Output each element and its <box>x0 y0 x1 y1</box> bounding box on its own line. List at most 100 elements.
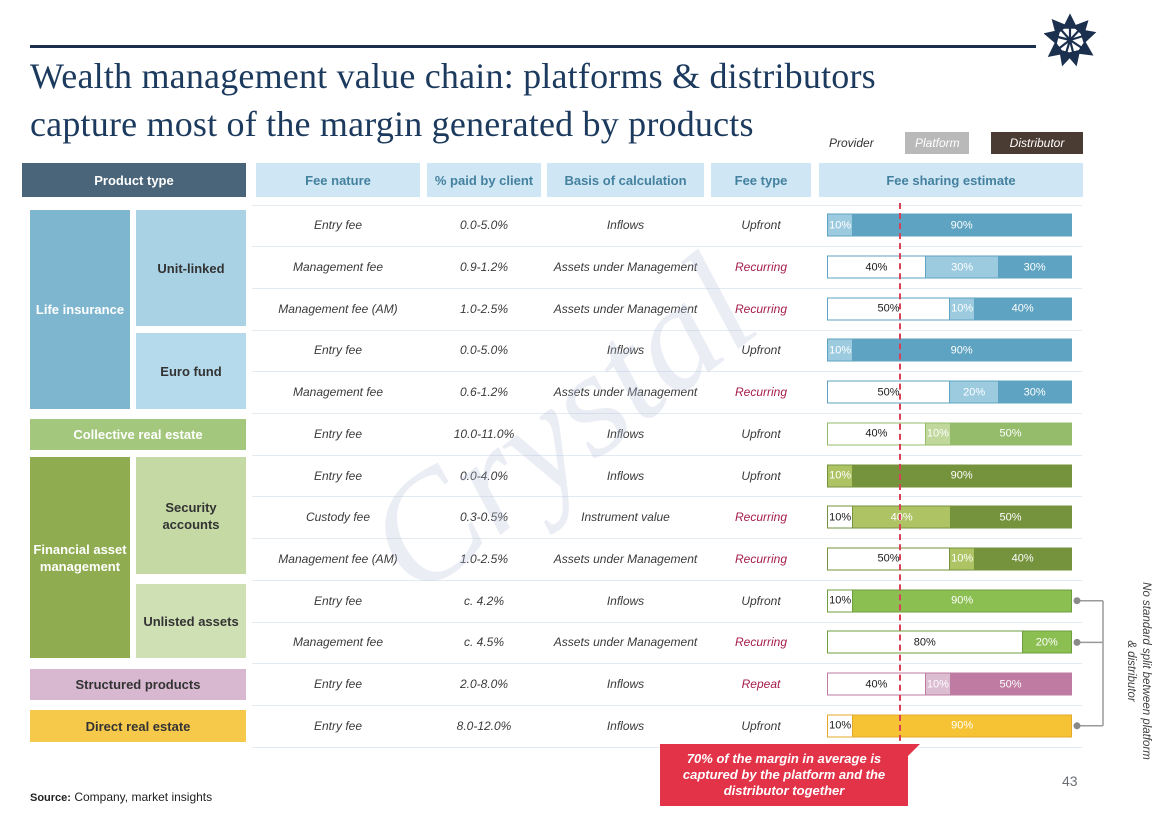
product-subgroup-security-accounts: Security accounts <box>136 457 246 574</box>
pct-paid-cell: c. 4.5% <box>463 635 505 650</box>
bar-segment-platform: 10% <box>828 465 853 487</box>
legend-provider: Provider <box>819 132 884 154</box>
product-subgroup-euro-fund: Euro fund <box>136 333 246 409</box>
connector-dot <box>1073 722 1081 730</box>
product-group-structured-products: Structured products <box>30 669 246 700</box>
fee-nature-cell: Entry fee <box>313 343 363 358</box>
product-subgroup-unit-linked: Unit-linked <box>136 210 246 326</box>
bar-segment-platform: 10% <box>828 214 853 236</box>
bar-segment-provider: 10% <box>828 590 854 612</box>
bar-segment-platform-distributor: 20% <box>1022 631 1071 653</box>
arrows-star-logo <box>1044 13 1097 67</box>
pct-paid-cell: 0.9-1.2% <box>459 260 509 275</box>
row-separator <box>252 663 1082 665</box>
basis-of-calculation-cell: Assets under Management <box>553 385 698 400</box>
basis-of-calculation-cell: Inflows <box>606 218 645 233</box>
fee-type-cell: Recurring <box>734 635 788 650</box>
bar-segment-platform: 20% <box>950 381 999 403</box>
page-title: Wealth management value chain: platforms… <box>30 52 876 148</box>
bar-segment-platform-distributor: 90% <box>853 715 1071 737</box>
fee-sharing-bar: 40% 30% 30% <box>827 255 1072 279</box>
bar-segment-platform: 10% <box>950 298 975 320</box>
fee-nature-cell: Management fee <box>292 635 384 650</box>
bar-segment-provider: 40% <box>828 673 926 695</box>
bar-segment-distributor: 30% <box>998 256 1071 278</box>
fee-type-cell: Upfront <box>741 343 781 358</box>
basis-of-calculation-cell: Assets under Management <box>553 260 698 275</box>
table-row: Management fee 0.9-1.2% Assets under Manag… <box>0 246 1158 288</box>
bar-segment-distributor: 50% <box>950 673 1071 695</box>
slide: Wealth management value chain: platforms… <box>0 13 1158 806</box>
fee-sharing-bar: 10% 90% <box>827 464 1072 488</box>
header-basis-of-calculation: Basis of calculation <box>547 163 704 197</box>
table-row: Entry fee 0.0-5.0% Inflows Upfront 10% 90% <box>0 330 1158 372</box>
bar-segment-provider: 10% <box>828 506 854 528</box>
bar-segment-provider: 50% <box>828 381 950 403</box>
fee-type-cell: Recurring <box>734 510 788 525</box>
basis-of-calculation-cell: Inflows <box>606 677 645 692</box>
page-number: 43 <box>1062 773 1078 789</box>
pct-paid-cell: 8.0-12.0% <box>456 718 512 733</box>
bar-segment-provider: 10% <box>828 715 854 737</box>
pct-paid-cell: c. 4.2% <box>463 593 505 608</box>
pct-paid-cell: 0.0-5.0% <box>459 343 509 358</box>
table-row: Management fee 0.6-1.2% Assets under Manag… <box>0 371 1158 413</box>
fee-type-cell: Upfront <box>741 218 781 233</box>
bar-segment-distributor: 40% <box>974 298 1071 320</box>
fee-sharing-bar: 50% 10% 40% <box>827 547 1072 571</box>
fee-nature-cell: Custody fee <box>305 510 371 525</box>
connector-dot <box>1073 597 1081 605</box>
pct-paid-cell: 10.0-11.0% <box>453 426 515 441</box>
side-note-no-standard-split: No standard split between platform & dis… <box>1125 582 1152 760</box>
basis-of-calculation-cell: Inflows <box>606 593 645 608</box>
table-row: Entry fee 0.0-5.0% Inflows Upfront 10% 90% <box>0 205 1158 247</box>
basis-of-calculation-cell: Inflows <box>606 718 645 733</box>
table-row: Management fee (AM) 1.0-2.5% Assets under … <box>0 538 1158 580</box>
fee-nature-cell: Entry fee <box>313 718 363 733</box>
bar-segment-platform: 40% <box>853 506 950 528</box>
fee-sharing-bar: 50% 10% 40% <box>827 297 1072 321</box>
bar-segment-distributor: 50% <box>950 423 1071 445</box>
fee-sharing-bar: 80% 20% <box>827 630 1072 654</box>
table-row: Management fee (AM) 1.0-2.5% Assets under … <box>0 288 1158 330</box>
bar-segment-provider: 40% <box>828 423 926 445</box>
table-row: Entry fee c. 4.2% Inflows Upfront 10% 90% <box>0 580 1158 622</box>
fee-type-cell: Recurring <box>734 551 788 566</box>
product-subgroup-unlisted-assets: Unlisted assets <box>136 584 246 658</box>
row-separator <box>252 621 1082 623</box>
fee-type-cell: Recurring <box>734 301 788 316</box>
bar-segment-distributor: 90% <box>852 214 1071 236</box>
table-row: Management fee c. 4.5% Assets under Manage… <box>0 622 1158 664</box>
bar-segment-platform-distributor: 90% <box>853 590 1071 612</box>
fee-type-cell: Recurring <box>734 385 788 400</box>
fee-sharing-bar: 10% 40% 50% <box>827 505 1072 529</box>
fee-nature-cell: Entry fee <box>313 468 363 483</box>
pct-paid-cell: 0.3-0.5% <box>459 510 509 525</box>
bracket-connector <box>1073 597 1104 730</box>
basis-of-calculation-cell: Inflows <box>606 426 645 441</box>
fee-nature-cell: Management fee <box>292 385 384 400</box>
legend: Provider Platform Distributor <box>819 131 1083 155</box>
pct-paid-cell: 2.0-8.0% <box>459 677 509 692</box>
legend-distributor: Distributor <box>991 132 1083 154</box>
fee-nature-cell: Entry fee <box>313 593 363 608</box>
bar-segment-distributor: 40% <box>974 548 1071 570</box>
title-divider-rule <box>30 45 1036 48</box>
bar-segment-distributor: 50% <box>950 506 1071 528</box>
pct-paid-cell: 1.0-2.5% <box>459 551 509 566</box>
table-row: Custody fee 0.3-0.5% Instrument value Recur… <box>0 496 1158 538</box>
page-title-line2: capture most of the margin generated by … <box>30 104 754 144</box>
basis-of-calculation-cell: Assets under Management <box>553 301 698 316</box>
callout-text: 70% of the margin in average is captured… <box>682 751 886 798</box>
fee-sharing-bar: 10% 90% <box>827 589 1072 613</box>
row-separator <box>252 454 1082 456</box>
bar-segment-platform: 30% <box>925 256 999 278</box>
fee-sharing-bar: 10% 90% <box>827 338 1072 362</box>
fee-nature-cell: Entry fee <box>313 218 363 233</box>
bar-segment-distributor: 90% <box>852 339 1071 361</box>
bar-segment-platform: 10% <box>925 673 950 695</box>
source-note: Source: Company, market insights <box>30 790 212 804</box>
row-separator <box>252 413 1082 414</box>
row-separator <box>252 579 1082 581</box>
fee-table-body: Entry fee 0.0-5.0% Inflows Upfront 10% 90% Man… <box>0 204 1158 748</box>
